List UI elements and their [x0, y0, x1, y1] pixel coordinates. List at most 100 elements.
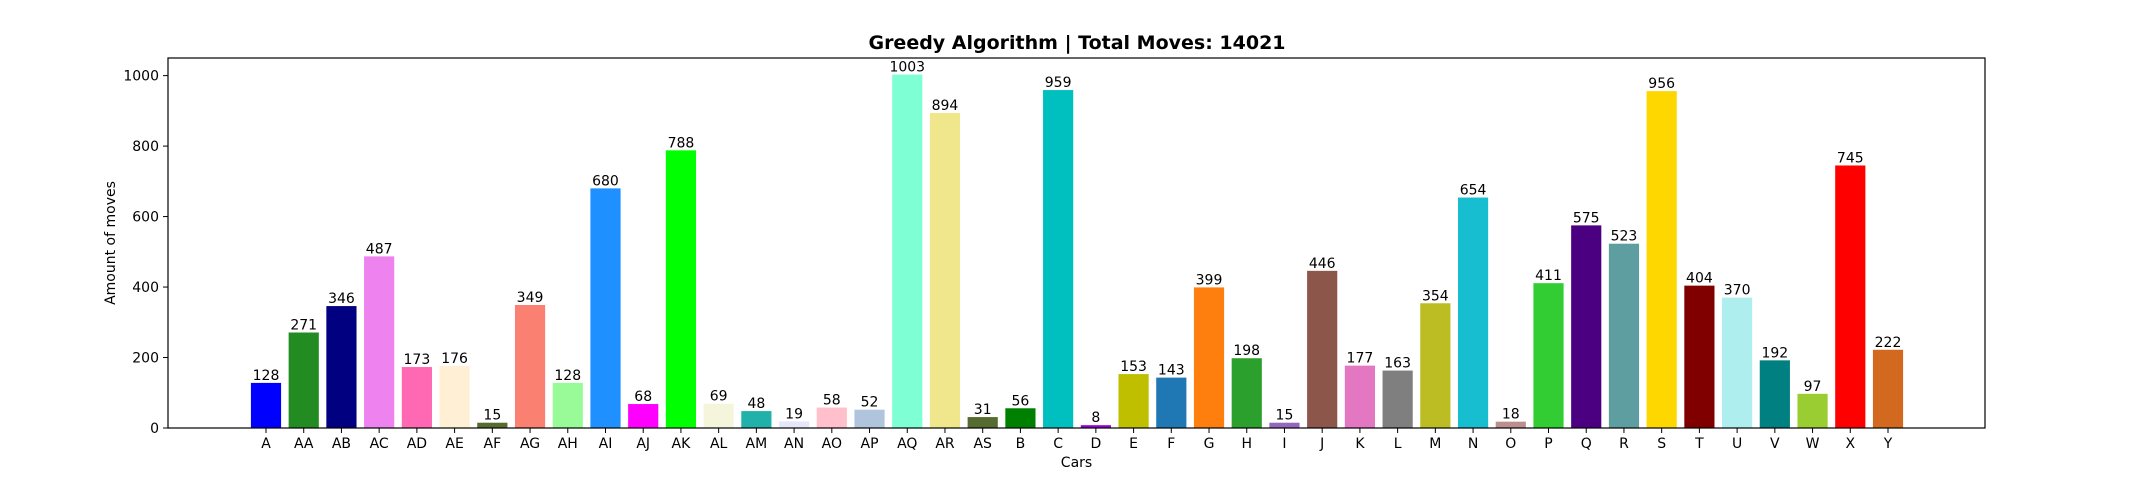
bars-group	[250, 74, 1904, 429]
x-tick-label-M: M	[1429, 436, 1441, 452]
x-tick-label-G: G	[1204, 436, 1215, 452]
bar-J	[1307, 270, 1338, 428]
bar-R	[1608, 243, 1640, 428]
x-tick-label-U: U	[1732, 436, 1742, 452]
data-label-R: 523	[1611, 229, 1638, 245]
data-label-AD: 173	[404, 352, 431, 368]
data-label-D: 8	[1091, 410, 1100, 426]
x-tick-label-K: K	[1355, 436, 1365, 452]
data-label-S: 956	[1648, 76, 1675, 92]
data-labels-group: 128 271 346 487 173 176 15 349 128 680 68 788 69 48 19…	[253, 60, 1902, 427]
data-label-AM: 48	[747, 396, 765, 412]
bar-AE	[439, 365, 470, 428]
y-tick-label-400: 400	[132, 280, 159, 296]
y-tick-label-0: 0	[150, 421, 159, 437]
x-tick-label-C: C	[1053, 436, 1063, 452]
data-label-AL: 69	[710, 389, 728, 405]
x-tick-label-AP: AP	[861, 436, 879, 452]
bar-E	[1118, 374, 1149, 428]
data-label-AI: 680	[592, 173, 619, 189]
bar-S	[1646, 91, 1677, 429]
bar-O	[1495, 421, 1526, 428]
bar-I	[1269, 422, 1300, 428]
bar-AB	[326, 306, 357, 428]
x-tick-label-P: P	[1544, 436, 1552, 452]
bar-AG	[514, 305, 546, 428]
bar-AN	[779, 421, 810, 428]
x-tick-label-Q: Q	[1581, 436, 1592, 452]
y-axis-label: Amount of moves	[103, 181, 119, 305]
bar-AS	[967, 417, 998, 428]
data-label-L: 163	[1384, 356, 1411, 372]
x-tick-label-A: A	[261, 436, 271, 452]
x-tick-label-AC: AC	[370, 436, 389, 452]
bar-AO	[816, 407, 847, 428]
x-tick-label-E: E	[1129, 436, 1138, 452]
x-tick-label-AF: AF	[484, 436, 502, 452]
data-label-G: 399	[1196, 272, 1223, 288]
x-tick-label-AD: AD	[407, 436, 427, 452]
data-label-C: 959	[1045, 75, 1072, 91]
bar-AM	[741, 411, 772, 428]
data-label-J: 446	[1309, 256, 1336, 272]
bar-AL	[703, 403, 734, 428]
x-tick-label-X: X	[1845, 436, 1855, 452]
x-tick-label-O: O	[1505, 436, 1516, 452]
data-label-AS: 31	[974, 402, 992, 418]
bar-A	[250, 382, 282, 428]
data-label-AB: 346	[328, 291, 355, 307]
bar-Y	[1872, 349, 1904, 428]
data-label-AP: 52	[861, 395, 879, 411]
data-label-K: 177	[1347, 351, 1374, 367]
data-label-AA: 271	[290, 318, 317, 334]
bar-AH	[552, 382, 583, 428]
data-label-AK: 788	[668, 135, 695, 151]
x-tick-label-V: V	[1770, 436, 1780, 452]
bar-AF	[477, 422, 508, 428]
bar-C	[1043, 90, 1074, 428]
x-tick-label-F: F	[1167, 436, 1175, 452]
x-axis: A AA AB AC AD AE AF AG AH AI AJ AK AL AM AN AO AP AQ AR AS B…	[261, 428, 1893, 452]
data-label-B: 56	[1012, 393, 1030, 409]
x-tick-label-B: B	[1016, 436, 1026, 452]
data-label-H: 198	[1233, 343, 1260, 359]
data-label-T: 404	[1686, 271, 1713, 287]
bar-AD	[401, 367, 432, 428]
bar-N	[1457, 197, 1489, 428]
x-tick-label-I: I	[1282, 436, 1286, 452]
bar-P	[1533, 283, 1564, 428]
data-label-I: 15	[1276, 408, 1294, 424]
x-tick-label-AK: AK	[672, 436, 692, 452]
data-label-W: 97	[1804, 379, 1822, 395]
bar-U	[1722, 297, 1753, 428]
data-label-AJ: 68	[634, 389, 652, 405]
x-tick-label-W: W	[1806, 436, 1820, 452]
y-tick-label-200: 200	[132, 351, 159, 367]
x-tick-label-AO: AO	[822, 436, 842, 452]
x-tick-label-AS: AS	[973, 436, 992, 452]
x-tick-label-AR: AR	[935, 436, 955, 452]
bar-M	[1420, 303, 1451, 428]
y-tick-label-1000: 1000	[123, 69, 159, 85]
data-label-AF: 15	[483, 408, 501, 424]
bar-AR	[929, 112, 961, 428]
data-label-O: 18	[1502, 407, 1520, 423]
data-label-A: 128	[253, 368, 280, 384]
data-label-Q: 575	[1573, 210, 1600, 226]
bar-W	[1797, 393, 1828, 428]
data-label-E: 153	[1120, 359, 1147, 375]
bar-X	[1835, 165, 1866, 429]
data-label-AE: 176	[441, 351, 468, 367]
bar-AQ	[892, 74, 923, 428]
x-tick-label-AJ: AJ	[636, 436, 650, 452]
data-label-F: 143	[1158, 363, 1185, 379]
data-label-V: 192	[1761, 345, 1788, 361]
data-label-AC: 487	[366, 241, 393, 257]
x-tick-label-AH: AH	[558, 436, 578, 452]
bar-AP	[854, 409, 885, 428]
x-tick-label-AM: AM	[746, 436, 768, 452]
bar-G	[1193, 287, 1225, 428]
bar-F	[1156, 377, 1187, 428]
bar-L	[1382, 370, 1413, 428]
